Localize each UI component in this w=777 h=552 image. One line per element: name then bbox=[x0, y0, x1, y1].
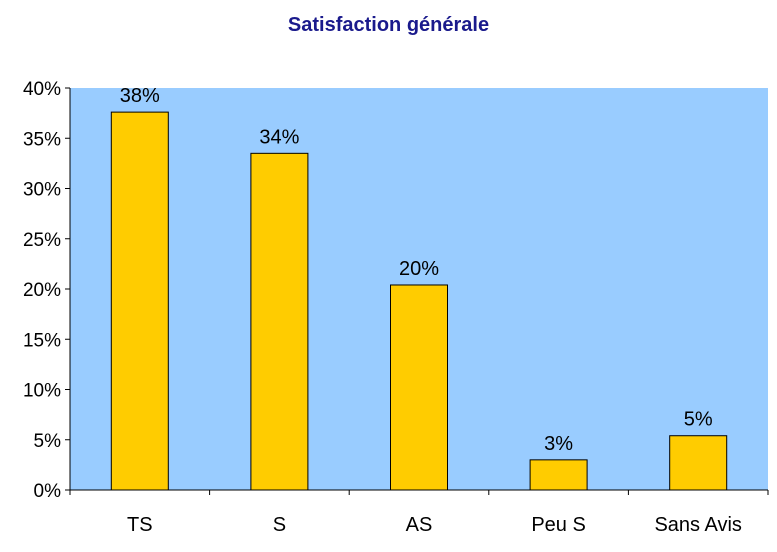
y-tick-label: 0% bbox=[34, 481, 62, 502]
y-tick-label: 5% bbox=[34, 431, 62, 452]
x-category-label: TS bbox=[127, 514, 153, 536]
y-tick-label: 30% bbox=[23, 180, 61, 201]
y-tick-label: 20% bbox=[23, 280, 61, 301]
data-label: 3% bbox=[544, 433, 573, 455]
y-tick-label: 40% bbox=[23, 79, 61, 100]
x-category-label: AS bbox=[406, 514, 433, 536]
bar-ts bbox=[110, 111, 169, 491]
data-label: 5% bbox=[684, 409, 713, 431]
data-label: 20% bbox=[399, 258, 439, 280]
bar-s bbox=[250, 152, 309, 491]
x-category-label: Sans Avis bbox=[654, 514, 741, 536]
y-tick-label: 15% bbox=[23, 330, 61, 351]
bar-sans-avis bbox=[669, 435, 728, 491]
data-label: 34% bbox=[259, 126, 299, 148]
x-category-label: S bbox=[273, 514, 286, 536]
y-tick-label: 10% bbox=[23, 381, 61, 402]
y-tick-label: 25% bbox=[23, 230, 61, 251]
chart-title: Satisfaction générale bbox=[287, 14, 490, 36]
x-category-label: Peu S bbox=[531, 514, 585, 536]
y-tick-label: 35% bbox=[23, 129, 61, 150]
bar-peu-s bbox=[529, 459, 588, 491]
bar-as bbox=[390, 284, 448, 491]
data-label: 38% bbox=[120, 85, 160, 107]
